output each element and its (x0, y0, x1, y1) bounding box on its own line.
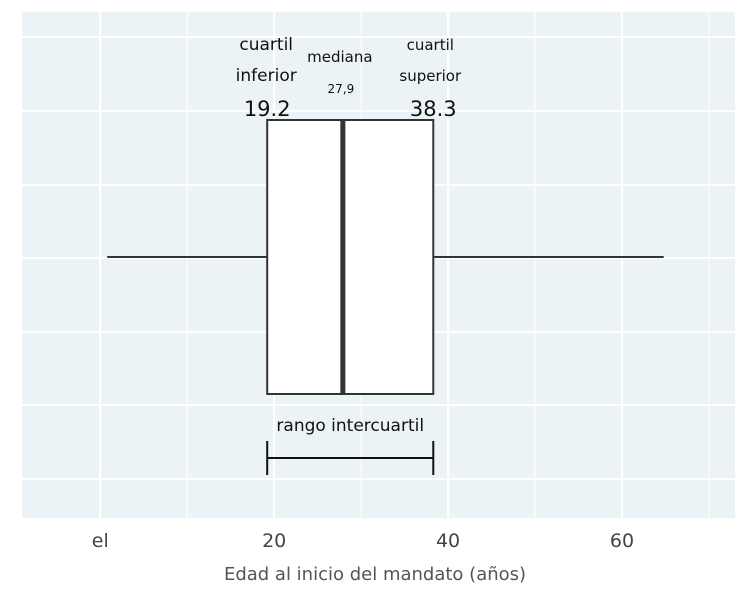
x-tick-label: 20 (262, 530, 286, 552)
q3-label-line1: cuartil (407, 36, 454, 54)
q1-label-line1: cuartil (239, 35, 293, 55)
x-axis-ticks: el 20 40 60 (92, 530, 634, 552)
x-tick-label: 60 (610, 530, 634, 552)
median-label: mediana (307, 48, 372, 66)
q3-value-label: 38.3 (410, 97, 457, 121)
median-value-label: 27,9 (327, 82, 354, 96)
q1-value-label: 19.2 (244, 97, 291, 121)
x-axis-title: Edad al inicio del mandato (años) (224, 564, 526, 585)
x-tick-label: 40 (436, 530, 460, 552)
q3-label-line2: superior (399, 67, 462, 85)
q1-label-line2: inferior (236, 66, 297, 86)
iqr-label: rango intercuartil (276, 416, 424, 436)
x-tick-label: el (92, 530, 109, 552)
iqr-box (266, 119, 435, 395)
